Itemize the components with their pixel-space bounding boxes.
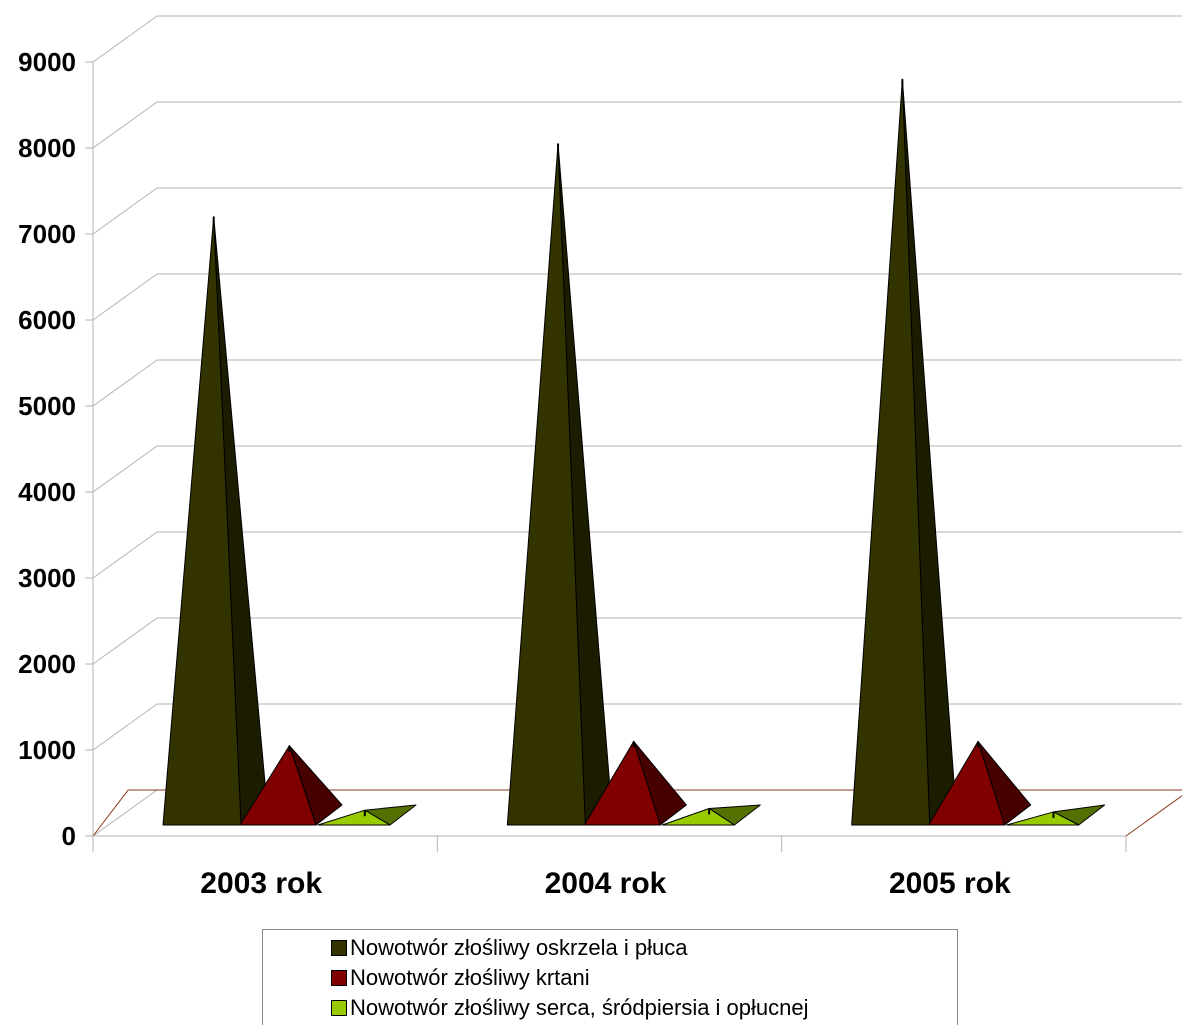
legend-label-1: Nowotwór złośliwy oskrzela i płuca bbox=[350, 935, 688, 960]
bar-front-1-2 bbox=[506, 143, 586, 826]
gridline-diag-6000 bbox=[92, 273, 158, 321]
bar-1-1 bbox=[162, 216, 268, 826]
legend-item-2: Nowotwór złośliwy krtani bbox=[331, 963, 590, 993]
y-tick-label-3000: 3000 bbox=[18, 563, 76, 593]
legend: Nowotwór złośliwy oskrzela i płuca Nowot… bbox=[262, 929, 958, 1025]
bar-1-2 bbox=[506, 143, 612, 826]
gridline-diag-8000 bbox=[92, 101, 158, 149]
y-tick-label-9000: 9000 bbox=[18, 47, 76, 77]
legend-item-3: Nowotwór złośliwy serca, śródpiersia i o… bbox=[331, 993, 809, 1023]
gridline-diag-7000 bbox=[92, 187, 158, 235]
y-tick-label-4000: 4000 bbox=[18, 477, 76, 507]
legend-label-3: Nowotwór złośliwy serca, śródpiersia i o… bbox=[350, 995, 809, 1020]
gridlines bbox=[92, 15, 1182, 837]
bar-3-2 bbox=[661, 804, 761, 826]
bar-3-1 bbox=[317, 804, 417, 826]
gridline-diag-5000 bbox=[92, 359, 158, 407]
gridline-diag-2000 bbox=[92, 617, 158, 665]
legend-label-2: Nowotwór złośliwy krtani bbox=[350, 965, 590, 990]
bar-1-3 bbox=[851, 78, 957, 826]
bar-front-2-2 bbox=[583, 740, 661, 826]
bar-2-1 bbox=[239, 745, 343, 826]
gridline-diag-3000 bbox=[92, 531, 158, 579]
y-tick-label-6000: 6000 bbox=[18, 305, 76, 335]
y-tick-labels: 0 1000 2000 3000 4000 5000 6000 7000 8000 9000 bbox=[18, 47, 76, 851]
bar-front-3-1 bbox=[317, 809, 391, 826]
bar-front-1-3 bbox=[851, 78, 931, 826]
gridline-diag-0 bbox=[92, 789, 158, 837]
y-tick-label-8000: 8000 bbox=[18, 133, 76, 163]
bar-front-2-3 bbox=[928, 740, 1006, 826]
chart: 0 1000 2000 3000 4000 5000 6000 7000 8000 9000 20… bbox=[18, 15, 1182, 900]
legend-item-1: Nowotwór złośliwy oskrzela i płuca bbox=[331, 933, 687, 963]
legend-swatch-2 bbox=[331, 970, 347, 986]
bars bbox=[162, 78, 1106, 826]
axes bbox=[85, 61, 1127, 852]
bar-front-3-2 bbox=[661, 807, 735, 826]
bar-2-3 bbox=[928, 740, 1032, 826]
gridline-diag-1000 bbox=[92, 703, 158, 751]
y-tick-label-2000: 2000 bbox=[18, 649, 76, 679]
gridline-diag-4000 bbox=[92, 445, 158, 493]
x-tick-label-2: 2004 rok bbox=[545, 867, 667, 900]
gridline-diag-9000 bbox=[92, 15, 158, 63]
legend-swatch-1 bbox=[331, 940, 347, 956]
x-tick-label-3: 2005 rok bbox=[889, 867, 1011, 900]
bar-front-1-1 bbox=[162, 216, 242, 826]
y-tick-label-1000: 1000 bbox=[18, 735, 76, 765]
x-tick-labels: 2003 rok 2004 rok 2005 rok bbox=[200, 867, 1011, 900]
y-tick-label-7000: 7000 bbox=[18, 219, 76, 249]
bar-3-3 bbox=[1006, 804, 1106, 826]
y-tick-label-5000: 5000 bbox=[18, 391, 76, 421]
bar-front-2-1 bbox=[239, 745, 317, 826]
x-tick-label-1: 2003 rok bbox=[200, 867, 322, 900]
legend-swatch-3 bbox=[331, 1000, 347, 1016]
bar-2-2 bbox=[583, 740, 687, 826]
bar-front-3-3 bbox=[1006, 811, 1080, 826]
y-tick-label-0: 0 bbox=[62, 821, 76, 851]
